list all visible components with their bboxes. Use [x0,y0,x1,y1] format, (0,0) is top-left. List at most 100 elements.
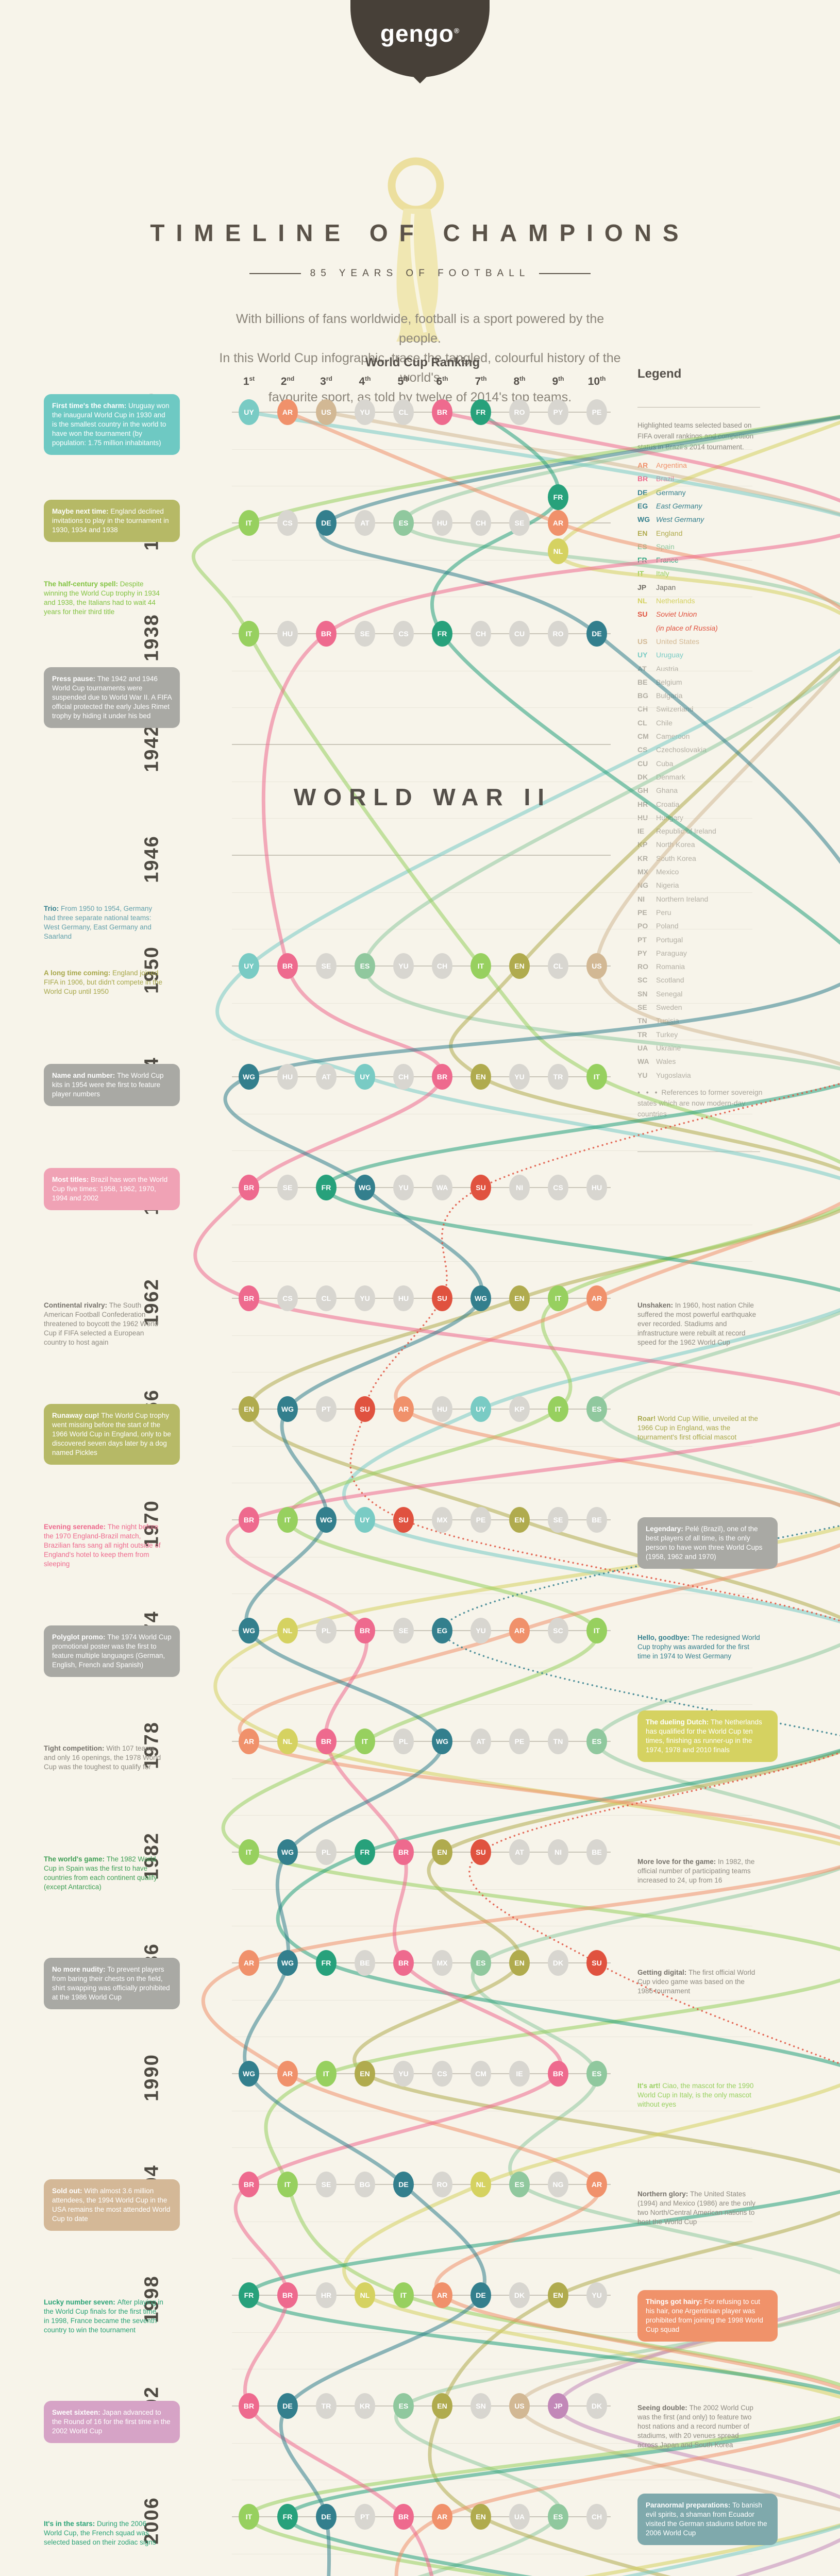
annotation-right-1990: It's art! Ciao, the mascot for the 1990 … [637,2081,761,2109]
team-circle-1986-DK: DK [548,1950,568,1976]
team-circle-1958-CS: CS [548,1175,568,1200]
line-US [324,410,840,2512]
legend-title: Legend [637,367,682,381]
annotation-title: Tight competition: [44,1744,107,1752]
annotation-body: The 1974 World Cup promotional poster wa… [52,1633,172,1669]
legend-item-HR: HR Croatia [637,800,680,808]
team-circle-1978-PL: PL [393,1728,414,1754]
team-circle-1986-WG: WG [277,1950,298,1976]
team-circle-1982-IT: IT [239,1839,259,1865]
team-circle-1950-IT: IT [471,953,491,979]
rank-header-3rd: 3rd [320,375,332,387]
rank-header-8th: 8th [513,375,526,387]
team-circle-1982-PL: PL [316,1839,337,1865]
team-circle-1994-AR: AR [586,2172,607,2197]
rank-header-4th: 4th [359,375,371,387]
annotation-title: Roar! [637,1415,658,1422]
annotation-title: Press pause: [52,675,97,683]
team-circle-1962-YU: YU [355,1285,375,1311]
team-circle-1990-IT: IT [316,2061,337,2087]
badge-tip [413,76,427,83]
legend-item-HU: HU Hungary [637,813,683,822]
annotation-title: Name and number: [52,1072,117,1079]
team-circle-1934-AT: AT [355,510,375,536]
team-circle-1998-DE: DE [471,2282,491,2308]
team-circle-1966-PT: PT [316,1396,337,1422]
annotation-title: The world's game: [44,1855,107,1863]
team-circle-1970-EN: EN [509,1507,530,1533]
sub-gridline [232,1815,752,1816]
team-circle-1950-YU: YU [393,953,414,979]
annotation-title: Legendary: [646,1525,685,1533]
team-circle-1990-IE: IE [509,2061,530,2087]
team-circle-1982-WG: WG [277,1839,298,1865]
annotation-title: Unshaken: [637,1301,675,1309]
team-circle-2002-DE: DE [277,2393,298,2419]
team-circle-1934-IT: IT [239,510,259,536]
team-circle-1986-ES: ES [471,1950,491,1976]
team-circle-1966-AR: AR [393,1396,414,1422]
team-circle-1950-BR: BR [277,953,298,979]
annotation-title: Hello, goodbye: [637,1634,692,1641]
team-circle-1974-PL: PL [316,1618,337,1643]
team-circle-1966-EN: EN [239,1396,259,1422]
subtitle-text: 85 YEARS OF FOOTBALL [310,268,530,279]
team-circle-1930-US: US [316,399,337,425]
annotation-body: England joined FIFA in 1906, but didn't … [44,969,162,995]
annotation-right-1994: Northern glory: The United States (1994)… [637,2190,761,2227]
page-title: TIMELINE OF CHAMPIONS [150,219,690,246]
annotation-body: World Cup Willie, unveiled at the 1966 C… [637,1415,758,1441]
team-circle-1930-FR: FR [471,399,491,425]
annotation-left-1946: Trio: From 1950 to 1954, Germany had thr… [44,904,163,941]
team-circle-1986-FR: FR [316,1950,337,1976]
annotation-body: England declined invitations to play in … [52,507,169,534]
line-EN [247,655,840,2576]
annotation-title: Paranormal preparations: [646,2501,733,2509]
legend-item-KP: KP North Korea [637,840,695,849]
team-circle-1938-HU: HU [277,621,298,647]
subtitle-dash-left [249,273,301,274]
legend-item-KR: KR South Korea [637,854,696,862]
team-circle-2002-BR: BR [239,2393,259,2419]
team-circle-1998-EN: EN [548,2282,568,2308]
annotation-left-1938: The half-century spell: Despite winning … [44,580,163,617]
team-circle-1990-CM: CM [471,2061,491,2087]
annotation-body: From 1950 to 1954, Germany had three sep… [44,905,153,940]
annotation-right-1978: The dueling Dutch: The Netherlands has q… [637,1710,778,1762]
legend-item-SC: SC Scotland [637,976,684,985]
team-circle-1982-AT: AT [509,1839,530,1865]
legend-item-RO: RO Romania [637,962,685,971]
legend-item-WA: WA Wales [637,1057,676,1066]
team-circle-2006-UA: UA [509,2504,530,2530]
team-circle-1962-CS: CS [277,1285,298,1311]
annotation-body: Uruguay won the inaugural World Cup in 1… [52,402,170,447]
annotation-right-1962: Unshaken: In 1960, host nation Chile suf… [637,1301,761,1347]
team-circle-1954-CH: CH [393,1064,414,1090]
annotation-title: Maybe next time: [52,507,111,515]
annotation-title: Runaway cup! [52,1412,102,1419]
team-circle-1950-ES: ES [355,953,375,979]
annotation-body: The night before the 1970 England-Brazil… [44,1523,161,1568]
annotation-left-1966: Runaway cup! The World Cup trophy went m… [44,1404,180,1465]
annotation-title: Getting digital: [637,1969,688,1976]
annotation-title: First time's the charm: [52,402,128,410]
team-circle-1930-BR: BR [432,399,452,425]
team-circle-1974-AR: AR [509,1618,530,1643]
legend-item-NG: NG Nigeria [637,881,679,890]
team-circle-1982-SU: SU [471,1839,491,1865]
team-circle-1978-TN: TN [548,1728,568,1754]
team-circle-2002-EN: EN [432,2393,452,2419]
team-circle-1950-EN: EN [509,953,530,979]
team-circle-1978-NL: NL [277,1728,298,1754]
annotation-left-2002: Sweet sixteen: Japan advanced to the Rou… [44,2401,180,2443]
legend-item-MX: MX Mexico [637,868,679,876]
sub-gridline [232,560,752,561]
team-circle-1990-EN: EN [355,2061,375,2087]
team-circle-2002-ES: ES [393,2393,414,2419]
legend-item-NL: NL Netherlands [637,597,695,605]
sub-gridline [232,1150,752,1151]
annotation-left-1986: No more nudity: To prevent players from … [44,1958,180,2009]
team-circle-1934-DE: DE [316,510,337,536]
annotation-body: Brazil has won the World Cup five times:… [52,1176,168,1202]
team-circle-1950-CL: CL [548,953,568,979]
